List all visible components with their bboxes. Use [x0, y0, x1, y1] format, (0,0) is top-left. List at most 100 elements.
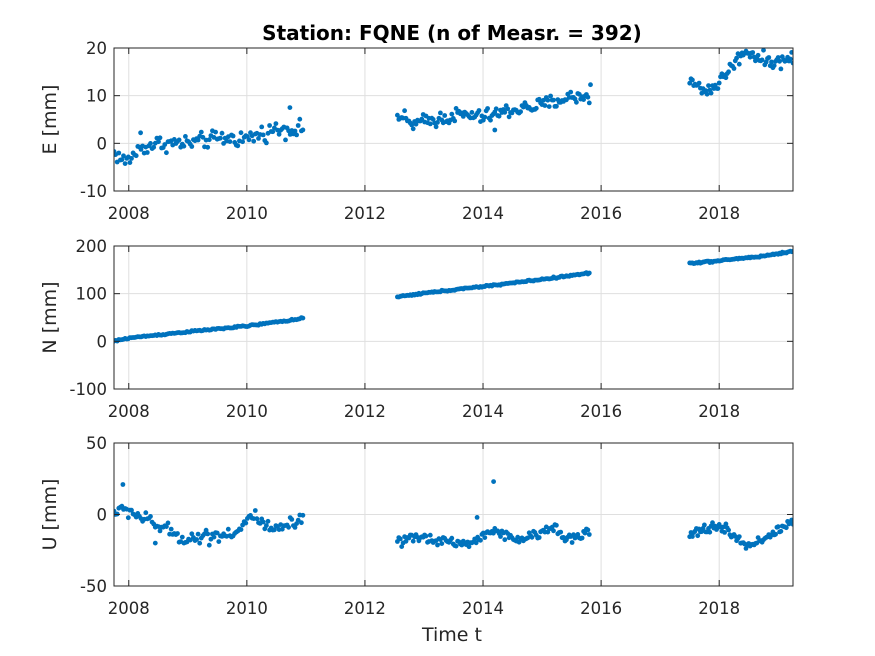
- up-data-point: [403, 538, 409, 544]
- up-data-point: [211, 534, 217, 540]
- north-data-point: [790, 249, 793, 254]
- up-data-point: [216, 539, 222, 544]
- east-data-point: [295, 123, 301, 128]
- east-data-point: [206, 137, 212, 143]
- east-data-point: [402, 108, 407, 114]
- east-data-point: [771, 63, 777, 68]
- east-data-point: [789, 50, 793, 55]
- east-data-point: [273, 121, 279, 126]
- up-data-point: [482, 535, 488, 540]
- east-data-point: [200, 134, 206, 140]
- east-axes-frame: [113, 47, 794, 192]
- up-data-point: [238, 527, 244, 532]
- east-data-point: [493, 106, 499, 112]
- east-data-point: [122, 161, 128, 167]
- east-data-point: [750, 50, 756, 55]
- east-data-points: [114, 48, 793, 167]
- up-data-point: [498, 534, 503, 539]
- east-data-point: [240, 139, 246, 145]
- north-x-tick-label: 2018: [698, 402, 740, 421]
- east-data-point: [505, 106, 511, 112]
- up-y-tick-label: -50: [80, 577, 107, 596]
- east-data-point: [574, 99, 579, 105]
- up-data-point: [585, 527, 591, 533]
- up-data-point: [702, 522, 707, 528]
- east-data-point: [227, 139, 233, 145]
- east-x-tick-label: 2012: [344, 204, 386, 223]
- east-data-point: [129, 156, 134, 161]
- up-data-point: [189, 531, 195, 537]
- up-data-point: [243, 520, 249, 526]
- east-data-point: [292, 128, 298, 134]
- east-data-point: [496, 113, 502, 119]
- east-data-point: [453, 106, 459, 111]
- up-data-point: [536, 535, 542, 540]
- east-data-point: [176, 137, 182, 143]
- up-data-point: [790, 521, 793, 527]
- east-data-point: [235, 143, 241, 149]
- up-data-point: [453, 543, 459, 549]
- east-x-tick-label: 2018: [698, 204, 740, 223]
- east-data-point: [731, 66, 737, 71]
- up-data-point: [502, 537, 508, 543]
- up-data-point: [778, 528, 784, 534]
- up-data-point: [449, 535, 455, 541]
- north-axes-frame: [113, 245, 794, 390]
- east-y-tick-label: -10: [80, 182, 107, 201]
- east-data-point: [452, 118, 458, 124]
- up-data-point: [516, 539, 522, 545]
- up-data-point: [300, 512, 306, 518]
- north-plot-area: [114, 246, 793, 389]
- east-data-point: [696, 80, 702, 86]
- up-y-tick-label: 0: [97, 506, 108, 525]
- east-data-point: [449, 111, 455, 117]
- east-data-point: [162, 142, 168, 147]
- up-data-point: [168, 526, 174, 532]
- east-data-point: [287, 105, 293, 110]
- up-data-point: [152, 540, 158, 546]
- east-data-point: [198, 129, 204, 135]
- east-data-point: [706, 83, 711, 88]
- figure-title: Station: FQNE (n of Measr. = 392): [262, 21, 642, 45]
- up-data-point: [175, 531, 180, 536]
- up-data-point: [582, 530, 588, 536]
- east-data-point: [581, 97, 586, 102]
- east-data-point: [734, 55, 739, 61]
- up-data-point: [410, 538, 416, 544]
- up-data-point: [545, 529, 551, 535]
- east-data-point: [778, 66, 784, 72]
- east-data-point: [536, 96, 542, 102]
- east-data-point: [144, 150, 150, 155]
- up-data-point: [203, 527, 209, 533]
- up-x-tick-label: 2010: [226, 599, 268, 618]
- east-data-point: [723, 75, 729, 81]
- east-data-point: [133, 153, 139, 159]
- east-data-point: [409, 122, 415, 128]
- east-data-point: [488, 117, 493, 123]
- east-data-point: [119, 157, 125, 163]
- up-data-point: [120, 482, 126, 487]
- east-data-point: [502, 109, 508, 115]
- up-data-point: [775, 524, 781, 530]
- east-data-point: [127, 160, 133, 166]
- east-data-point: [588, 82, 593, 88]
- east-data-point: [270, 129, 276, 135]
- east-data-point: [294, 132, 299, 138]
- east-data-point: [476, 108, 482, 113]
- up-data-point: [789, 517, 793, 523]
- east-data-point: [219, 130, 225, 136]
- east-data-point: [546, 104, 552, 109]
- east-data-point: [736, 61, 742, 67]
- east-data-point: [533, 105, 539, 111]
- east-data-point: [518, 109, 523, 115]
- east-data-point: [775, 55, 781, 60]
- east-data-point: [189, 144, 195, 149]
- east-data-point: [726, 69, 731, 75]
- east-data-point: [195, 137, 201, 143]
- subplot-east: 2008 2010 2012 2014 2016 2018 -10 0 10 20 E [mm]: [39, 39, 794, 223]
- east-data-point: [777, 58, 782, 64]
- up-data-point: [125, 515, 131, 521]
- up-data-point: [129, 507, 134, 513]
- up-data-point: [710, 520, 715, 526]
